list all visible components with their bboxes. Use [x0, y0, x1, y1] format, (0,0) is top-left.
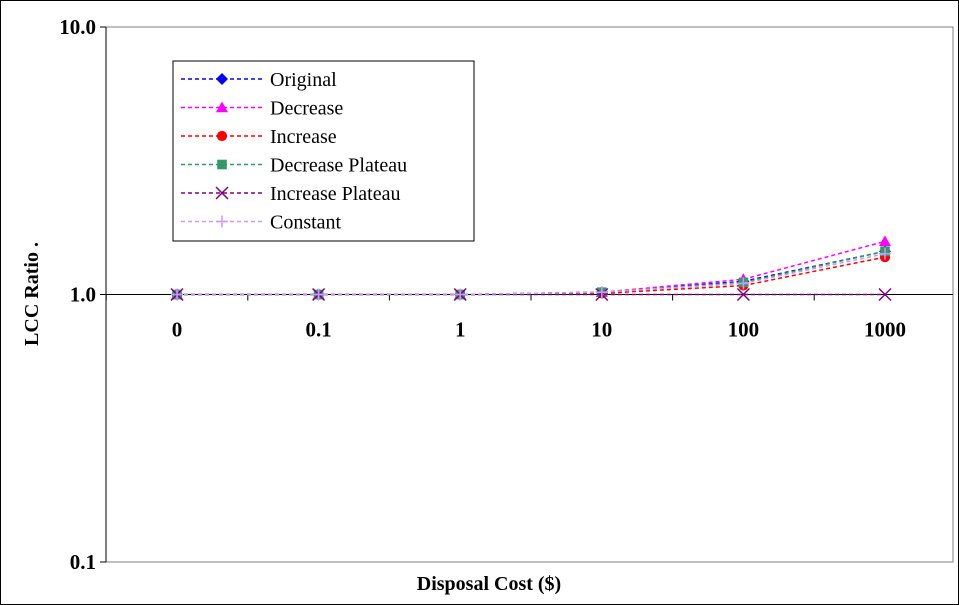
legend-label: Constant: [270, 212, 342, 234]
legend-box: [172, 60, 475, 242]
series-line: [177, 253, 886, 296]
legend-label: Original: [270, 69, 337, 91]
marker-plus: [595, 286, 608, 299]
series-layer: [170, 235, 892, 302]
series-line: [177, 250, 886, 296]
legend-label: Decrease Plateau: [270, 155, 407, 177]
marker-square: [217, 159, 227, 170]
marker-plus: [454, 288, 467, 301]
legend-item-constant: Constant: [181, 212, 342, 234]
marker-x: [878, 287, 892, 302]
series-line: [177, 256, 886, 296]
marker-plus: [879, 247, 891, 260]
x-tick-label: 1000: [864, 318, 906, 342]
marker-plus: [171, 288, 183, 301]
marker-x: [736, 287, 750, 302]
y-tick-label: 1.0: [70, 283, 96, 307]
marker-x-stroke: [736, 287, 750, 302]
y-tick-label: 0.1: [70, 550, 96, 574]
marker-x-stroke: [878, 287, 892, 302]
legend-item-decrease: Decrease: [181, 98, 343, 120]
x-tick-label: 1: [455, 318, 466, 342]
marker-diamond: [216, 73, 228, 85]
legend-label: Increase Plateau: [270, 183, 400, 205]
series-line: [177, 250, 886, 296]
x-axis-title: Disposal Cost ($): [417, 573, 561, 595]
marker-x: [215, 186, 229, 200]
marker-plus: [737, 277, 750, 290]
series-line: [177, 240, 886, 296]
marker-plus: [216, 215, 228, 228]
legend-label: Decrease: [270, 98, 343, 120]
x-tick-label: 0.1: [305, 318, 331, 342]
legend: Original Decrease Increase Decrease Plateau…: [172, 60, 475, 242]
y-tick-label: 10.0: [59, 15, 96, 39]
legend-item-decrease-plateau: Decrease Plateau: [181, 155, 407, 177]
y-axis: 10.0 1.0 0.1: [59, 15, 107, 574]
x-tick-label: 0: [172, 318, 183, 342]
marker-triangle: [216, 101, 228, 113]
x-tick-label: 10: [591, 318, 612, 342]
series-constant: [171, 247, 891, 301]
marker-circle: [216, 130, 228, 142]
legend-label: Increase: [270, 126, 337, 148]
marker-triangle: [879, 235, 891, 247]
y-axis-title: LCC Ratio .: [21, 242, 43, 346]
legend-item-increase-plateau: Increase Plateau: [181, 183, 400, 205]
legend-item-original: Original: [181, 69, 337, 91]
legend-item-increase: Increase: [181, 126, 337, 148]
x-tick-label: 100: [728, 318, 760, 342]
marker-x-stroke: [215, 186, 229, 200]
marker-plus: [312, 288, 325, 301]
